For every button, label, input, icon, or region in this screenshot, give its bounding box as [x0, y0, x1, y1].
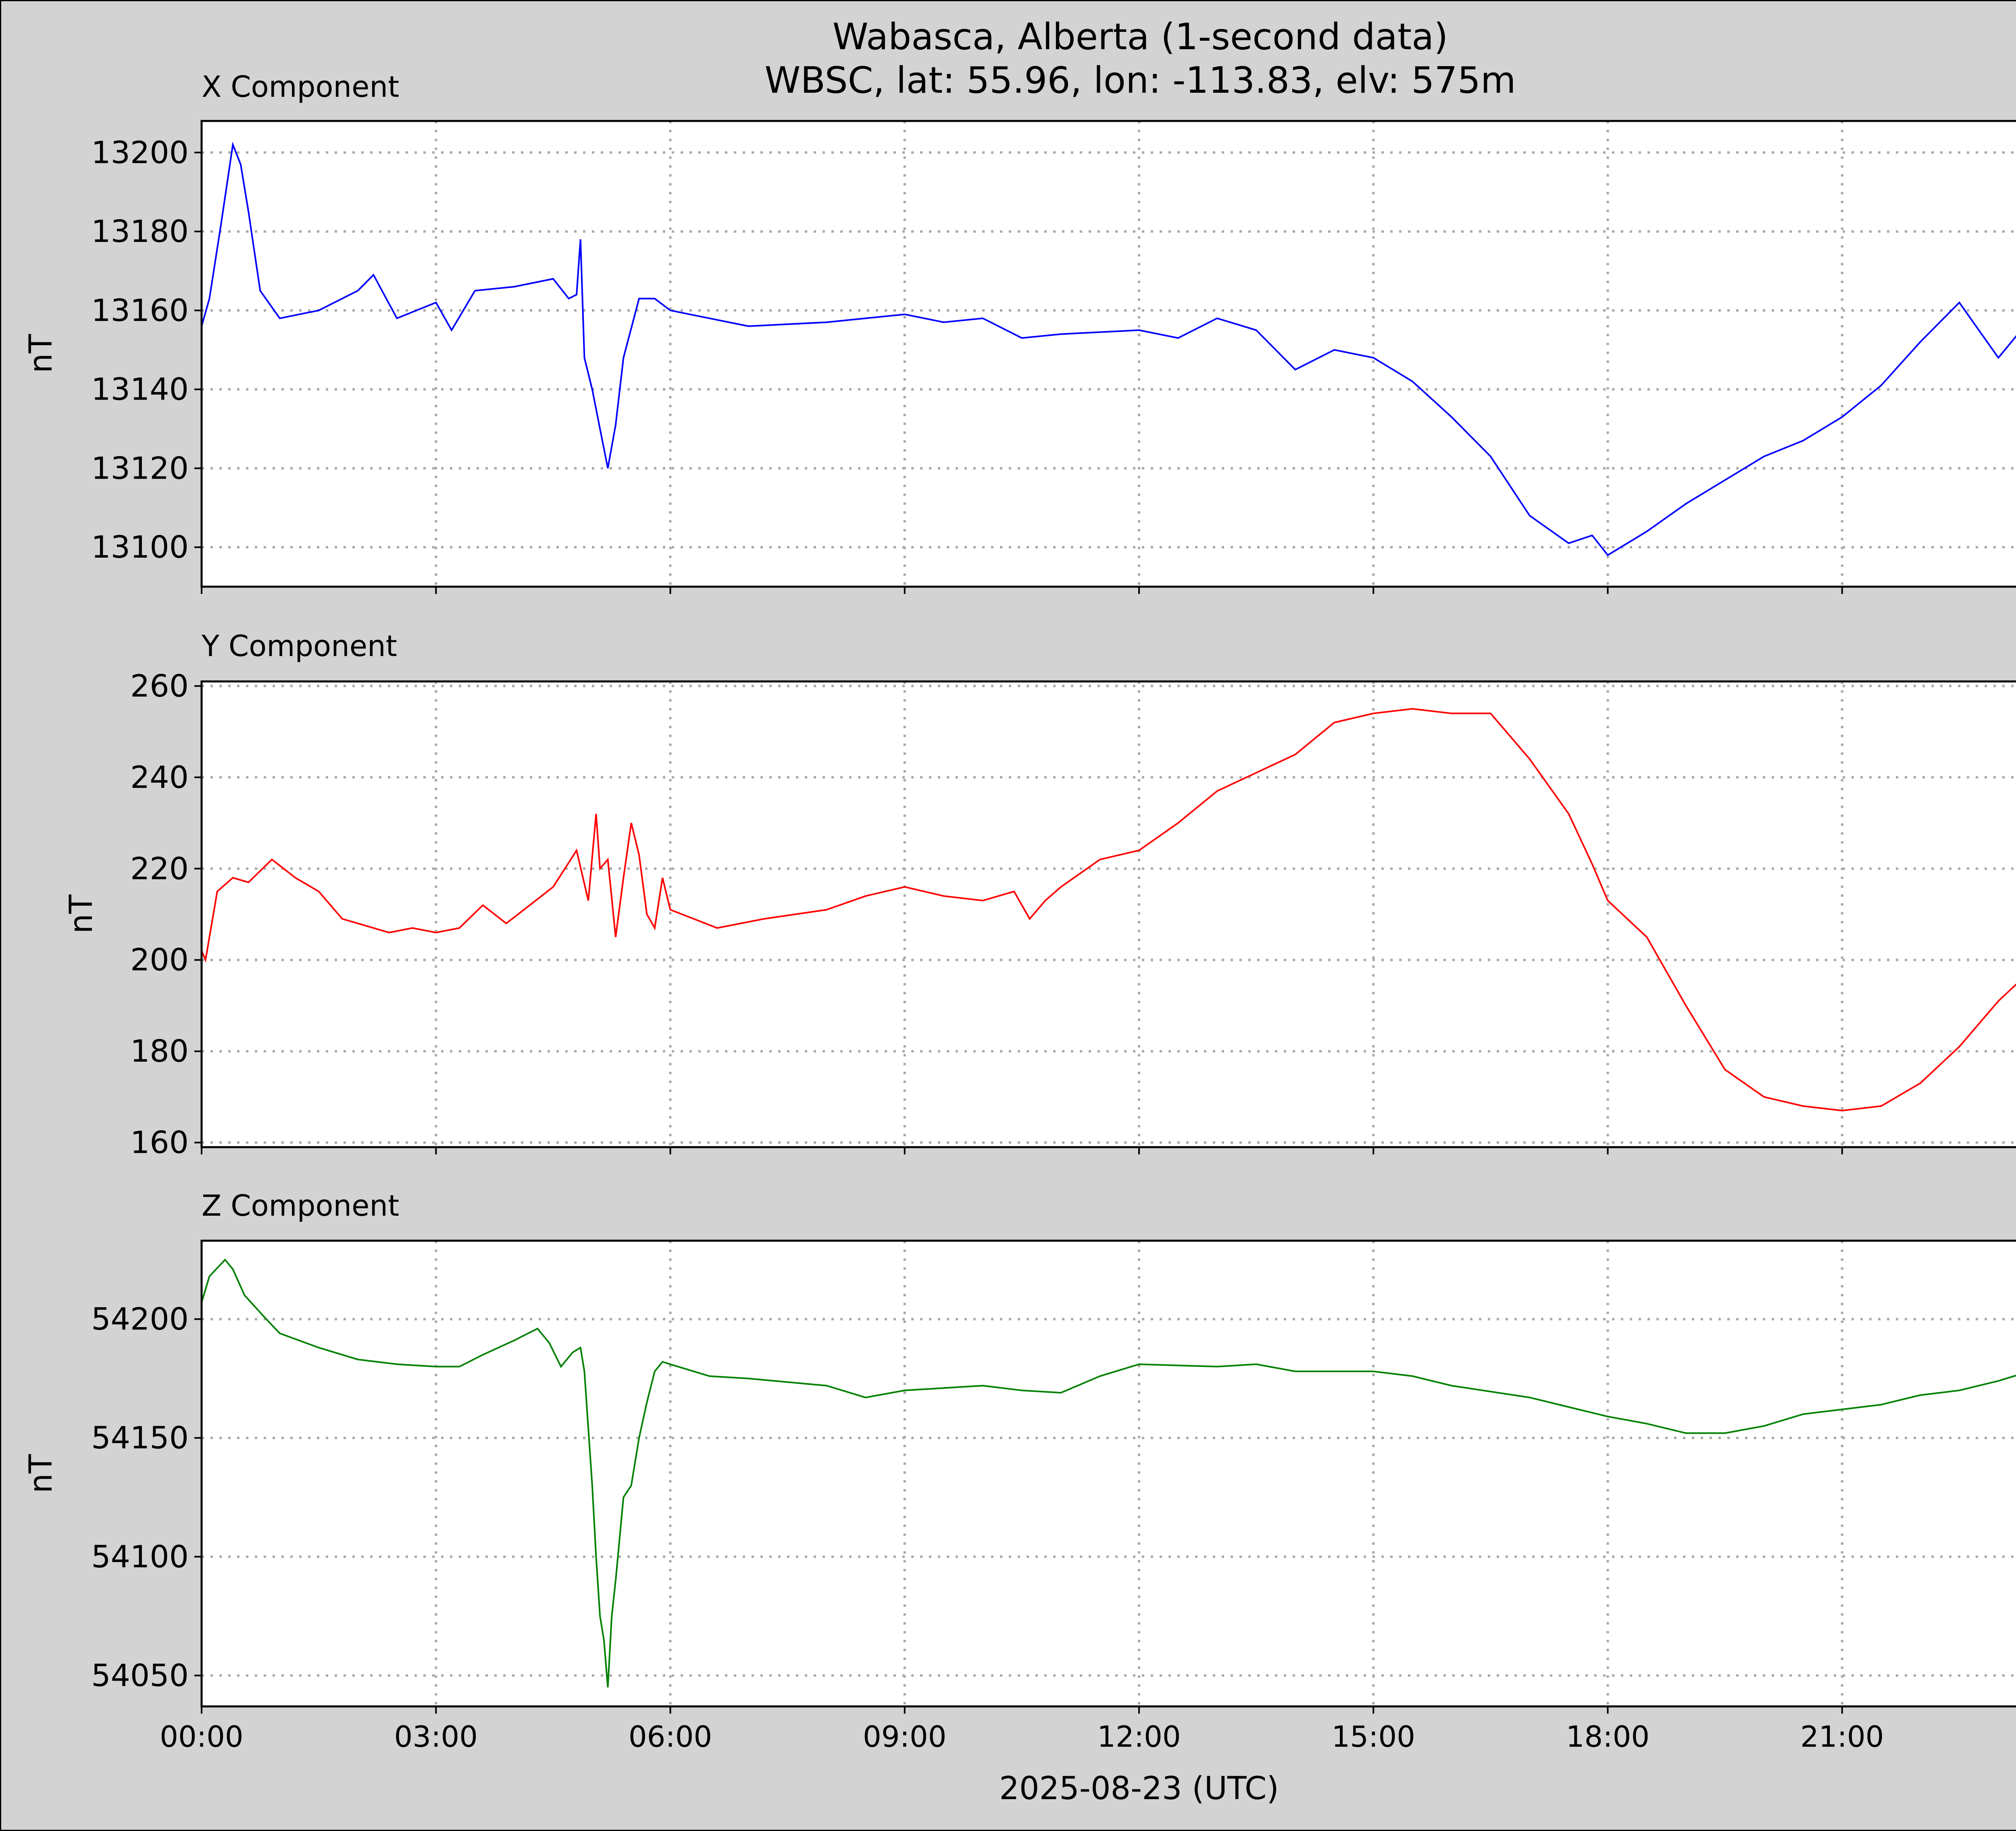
grid-y [202, 681, 2016, 1147]
y-tick-label: 13120 [91, 450, 189, 486]
y-axis-label-y: nT [63, 894, 100, 933]
plot-area-z [202, 1241, 2016, 1706]
y-tick-label: 260 [130, 668, 189, 704]
x-tick-label: 12:00 [1097, 1720, 1181, 1754]
x-axis-label: 2025-08-23 (UTC) [999, 1771, 1279, 1807]
series-line-y [201, 708, 2016, 1112]
panel-z-component: Z Component 54050 54100 54150 54200 00:00 03… [23, 1189, 2016, 1754]
panel-x-component: X Component 13100 13120 13140 13160 13180 132… [23, 70, 2016, 594]
x-tick-label: 15:00 [1332, 1720, 1416, 1754]
x-tick-label: 09:00 [863, 1720, 947, 1754]
y-tick-label: 13200 [91, 134, 189, 170]
y-tick-label: 54100 [91, 1539, 189, 1575]
y-tick-label: 200 [130, 942, 189, 978]
x-tick-label: 06:00 [629, 1720, 712, 1754]
x-tick-label: 18:00 [1566, 1720, 1650, 1754]
y-ticks-y: 160 180 200 220 240 260 [130, 668, 202, 1160]
figure-title-line1: Wabasca, Alberta (1-second data) [833, 16, 1448, 58]
y-tick-label: 180 [130, 1033, 189, 1069]
y-axis-label-z: nT [23, 1454, 59, 1493]
x-tick-label: 00:00 [160, 1720, 244, 1754]
y-tick-label: 54150 [91, 1420, 189, 1456]
y-tick-label: 54050 [91, 1657, 189, 1693]
panel-title-z: Z Component [202, 1189, 399, 1223]
grid-z [202, 1241, 2016, 1706]
y-tick-label: 13180 [91, 213, 189, 249]
y-tick-label: 13140 [91, 371, 189, 407]
x-tick-label: 21:00 [1800, 1720, 1884, 1754]
grid-x [202, 121, 2016, 587]
panel-title-y: Y Component [201, 629, 397, 663]
y-tick-label: 240 [130, 759, 189, 795]
plot-area-x [202, 121, 2016, 587]
y-tick-label: 13160 [91, 292, 189, 328]
x-ticks-z: 00:00 03:00 06:00 09:00 12:00 15:00 18:00 21:00 [160, 1706, 1884, 1754]
x-tick-label: 03:00 [394, 1720, 478, 1754]
y-tick-label: 54200 [91, 1301, 189, 1337]
y-axis-label-x: nT [23, 334, 59, 373]
panel-y-component: Y Component 160 180 200 220 240 260 nT [63, 629, 2016, 1160]
x-ticks-x [201, 587, 1843, 594]
y-ticks-z: 54050 54100 54150 54200 [91, 1301, 202, 1693]
series-line-x [201, 142, 2016, 556]
y-tick-label: 160 [130, 1125, 189, 1160]
figure-title-line2: WBSC, lat: 55.96, lon: -113.83, elv: 575… [764, 59, 1516, 102]
plot-area-y [202, 681, 2016, 1147]
x-ticks-y [201, 1147, 1843, 1154]
y-tick-label: 220 [130, 850, 189, 886]
series-line-z [201, 1258, 2016, 1688]
panel-title-x: X Component [202, 70, 399, 104]
y-tick-label: 13100 [91, 529, 189, 565]
y-ticks-x: 13100 13120 13140 13160 13180 13200 [91, 134, 202, 565]
